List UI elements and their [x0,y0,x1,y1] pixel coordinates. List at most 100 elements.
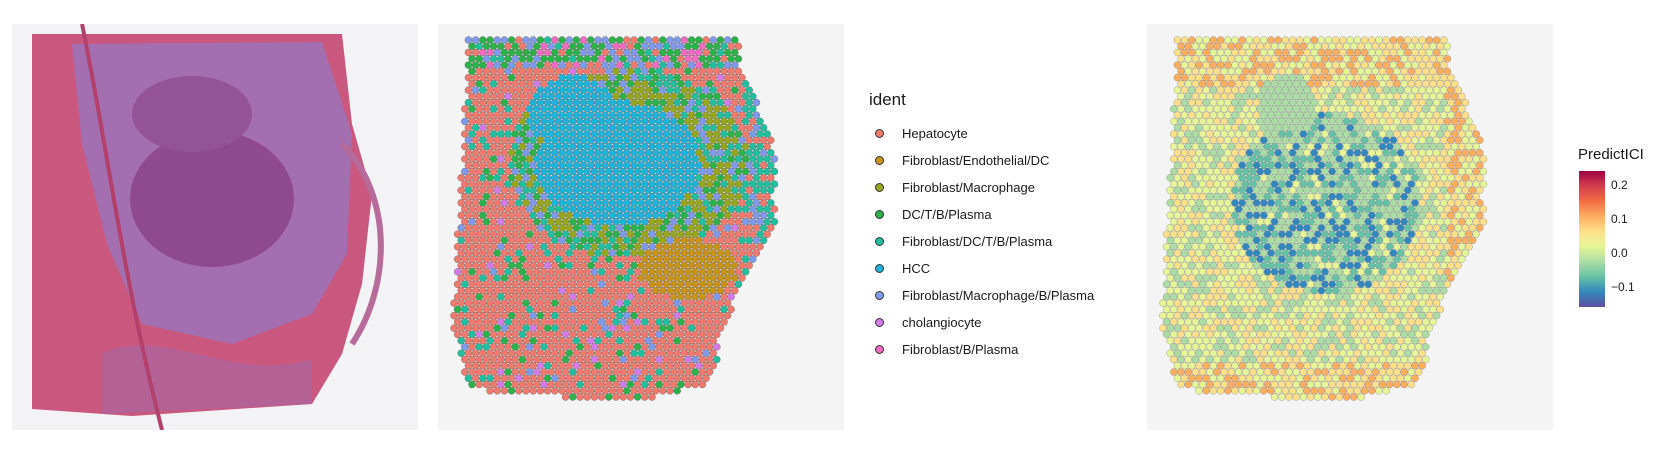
ident-spot [619,105,627,113]
ident-spot [601,286,609,295]
predict-ici-spot [1285,67,1293,75]
predict-ici-spot [1303,36,1311,44]
predict-ici-spot [1324,311,1333,320]
predict-ici-spot [1411,299,1419,307]
predict-ici-spot [1432,286,1441,295]
predict-ici-spot [1252,161,1261,169]
ident-spot [482,318,491,326]
ident-spot [583,393,591,401]
ident-spot [461,268,469,276]
ident-spot [770,167,779,176]
ident-spot [734,117,743,126]
ident-spot [471,337,480,345]
predict-ici-spot [1177,280,1185,288]
predict-ici-spot [1378,105,1387,113]
ident-spot [623,161,631,169]
predict-ici-spot [1328,280,1336,288]
ident-spot [522,36,530,44]
predict-ici-spot [1216,286,1225,295]
predict-ici-spot [1422,80,1430,88]
predict-ici-spot [1368,324,1376,332]
ident-spot [669,368,678,376]
predict-ici-spot [1281,136,1290,144]
ident-spot [511,280,519,288]
ident-spot [687,261,696,270]
predict-ici-spot [1324,324,1333,332]
ident-legend-label: Hepatocyte [902,126,968,141]
predict-ici-spot [1443,92,1452,101]
predict-ici-spot [1213,180,1221,188]
predict-ici-spot [1422,293,1430,301]
ident-spot [659,236,667,245]
predict-ici-spot [1450,230,1459,238]
ident-spot [504,67,512,75]
predict-ici-spot [1411,211,1419,220]
ident-spot [705,155,714,163]
predict-ici-spot [1432,224,1441,232]
predict-ici-spot [1270,180,1279,188]
ident-spot [533,192,541,201]
ident-spot [497,192,505,201]
predict-ici-spot [1220,55,1228,63]
predict-ici-spot [1249,42,1257,50]
ident-spot [626,368,635,376]
ident-spot [471,174,480,182]
ident-spot [497,305,505,314]
predict-ici-spot [1411,311,1419,320]
ident-spot [716,48,725,57]
predict-ici-spot [1216,224,1225,232]
ident-spot [698,155,707,163]
ident-spot [457,274,465,282]
ident-spot [723,236,732,245]
ident-spot [493,73,501,82]
predict-ici-spot [1371,255,1380,263]
predict-ici-spot [1375,374,1383,382]
ident-spot [464,86,473,94]
ident-spot [504,355,512,364]
predict-ici-spot [1224,136,1232,144]
predict-ici-spot [1177,105,1185,113]
predict-ici-spot [1310,136,1318,144]
ident-spot [500,261,509,270]
ident-spot [763,180,771,188]
predict-ici-spot [1454,98,1462,107]
ident-spot [727,180,735,188]
ident-spot [551,311,559,320]
predict-ici-spot [1288,186,1297,194]
ident-spot [655,280,663,288]
predict-ici-spot [1324,362,1333,370]
predict-ici-spot [1342,230,1351,238]
ident-spot [558,36,566,44]
predict-ici-spot [1224,98,1232,107]
predict-ici-spot [1339,199,1347,207]
ident-spot [583,180,591,188]
predict-ici-spot [1188,311,1196,320]
ident-spot [554,67,563,75]
ident-spot [673,174,681,182]
ident-spot [673,199,681,207]
ident-spot [551,48,559,57]
ident-spot [536,374,545,382]
predict-ici-spot [1418,136,1426,144]
predict-ici-spot [1177,318,1185,326]
ident-spot [677,230,685,238]
ident-spot [637,211,645,220]
ident-spot [641,230,649,238]
ident-spot [493,211,501,220]
ident-spot [641,355,649,364]
predict-ici-spot [1357,142,1365,151]
ident-spot [662,343,671,351]
predict-ici-spot [1443,280,1452,288]
predict-ici-spot [1238,136,1246,144]
predict-ici-spot [1321,142,1329,151]
ident-spot [673,61,681,69]
predict-ici-spot [1260,111,1268,119]
predict-ici-spot [1296,36,1304,44]
ident-spot [540,42,548,50]
ident-spot [543,111,552,119]
ident-spot [644,186,653,194]
predict-ici-spot [1238,311,1246,320]
predict-ici-spot [1324,124,1333,132]
predict-ici-spot [1263,280,1272,288]
ident-spot [738,211,746,220]
